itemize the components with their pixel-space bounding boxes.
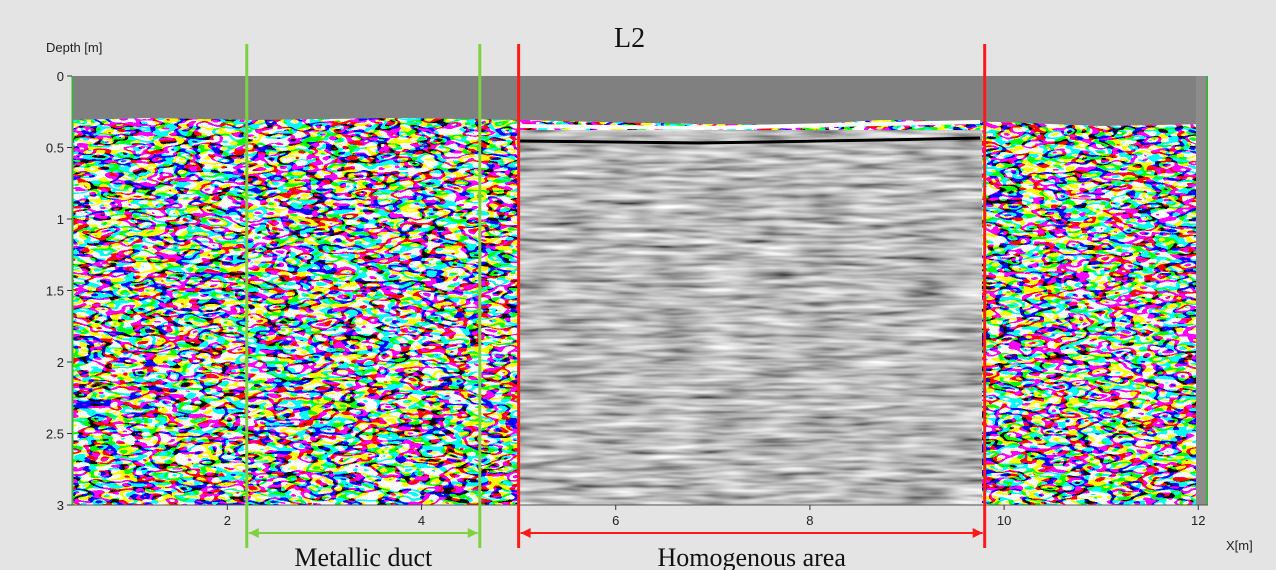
arrowhead-right — [972, 528, 983, 538]
y-axis-ticks: 0 0.5 1 1.5 2 2.5 3 — [46, 69, 72, 513]
arrowhead-right — [467, 528, 478, 538]
annotation-label: Homogenous area — [657, 543, 846, 570]
x-axis-ticks: 2 4 6 8 10 12 — [224, 505, 1206, 528]
x-tick-label: 6 — [612, 513, 619, 528]
x-axis-label: X[m] — [1226, 538, 1253, 553]
y-tick-label: 3 — [57, 498, 64, 513]
surface-reflector-dark — [519, 136, 981, 145]
air-gap-band — [72, 76, 1208, 126]
annotation-label: Metallic duct — [294, 543, 433, 570]
annotation-0: Metallic duct — [245, 44, 482, 570]
x-tick-label: 2 — [224, 513, 231, 528]
y-tick-label: 0.5 — [46, 141, 64, 156]
annotation-1: Homogenous area — [517, 44, 987, 570]
y-tick-label: 2 — [57, 355, 64, 370]
arrowhead-left — [520, 528, 531, 538]
y-tick-label: 1.5 — [46, 284, 64, 299]
surface-reflector — [519, 120, 981, 131]
chart-title: L2 — [614, 23, 645, 54]
x-tick-label: 4 — [418, 513, 425, 528]
plot-area — [71, 76, 1208, 506]
x-tick-label: 10 — [997, 513, 1011, 528]
y-tick-label: 0 — [57, 69, 64, 84]
x-tick-label: 8 — [806, 513, 813, 528]
annotations-layer: Metallic duct Homogenous area — [245, 44, 987, 570]
y-axis-label: Depth [m] — [46, 40, 102, 55]
homogenous-texture — [520, 130, 982, 505]
x-tick-label: 12 — [1191, 513, 1205, 528]
right-edge-strip — [1196, 76, 1208, 505]
arrowhead-left — [248, 528, 259, 538]
y-tick-label: 2.5 — [46, 427, 64, 442]
y-tick-label: 1 — [57, 212, 64, 227]
